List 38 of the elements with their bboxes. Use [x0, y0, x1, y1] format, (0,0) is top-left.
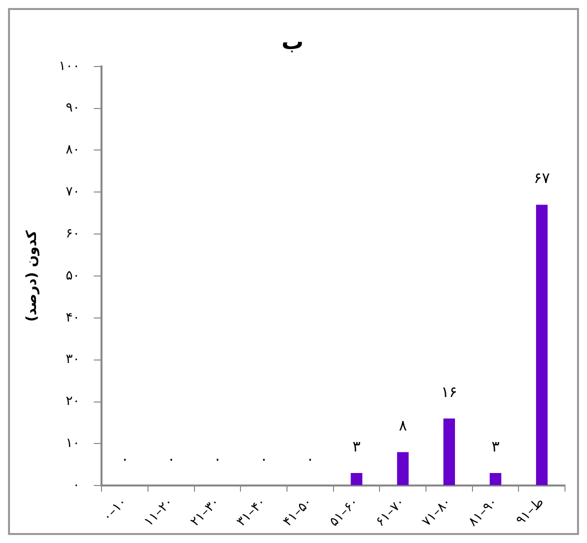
data-label: ۳	[491, 437, 500, 456]
x-tick-label: ۸۱–۹۰	[466, 494, 501, 530]
data-label: ۰	[120, 450, 129, 468]
data-label: ۶۷	[534, 169, 550, 188]
x-tick-label: ۷۱–۸۰	[419, 494, 454, 530]
y-tick-label: ۹۰	[66, 100, 80, 116]
y-axis-title: کدون (درصد)	[24, 229, 40, 322]
y-tick-label: ۱۰۰	[58, 58, 80, 74]
data-label: ۰	[167, 450, 176, 468]
data-label: ۸	[398, 416, 407, 434]
x-tick-label: ۴۱–۵۰	[280, 494, 316, 530]
bar	[350, 473, 362, 486]
y-tick-label: ۰	[72, 478, 80, 493]
data-label: ۳	[352, 437, 361, 456]
y-tick-label: ۷۰	[66, 184, 80, 200]
data-label: ۰	[306, 450, 314, 468]
y-tick-label: ۲۰	[66, 394, 80, 410]
data-label: ۰	[260, 450, 268, 468]
chart-title: ب	[281, 30, 304, 55]
x-tick-label: ۱۱–۲۰	[141, 494, 176, 530]
bar	[397, 452, 409, 486]
x-tick-label: ۲۱–۳۰	[188, 494, 223, 530]
y-tick-label: ۸۰	[66, 142, 80, 158]
y-tick-label: ۶۰	[66, 226, 80, 242]
bar	[536, 204, 548, 486]
y-tick-label: ۴۰	[66, 310, 80, 326]
bar	[490, 473, 502, 486]
x-tick-label: ۳۱–۴۰	[234, 494, 270, 530]
y-tick-label: ۱۰	[66, 436, 80, 452]
x-tick-label: ۰–۱۰	[100, 494, 130, 525]
data-label: ۱۶	[441, 382, 458, 401]
bar	[443, 418, 455, 486]
x-tick-label: ۵۱–۶۰	[326, 494, 362, 530]
x-tick-label: ۶۱–۷۰	[373, 494, 408, 530]
data-label: ۰	[214, 450, 222, 468]
y-tick-label: ۳۰	[66, 352, 80, 368]
x-tick-label: ۹۱–ط	[513, 494, 548, 528]
y-tick-label: ۵۰	[66, 268, 80, 284]
